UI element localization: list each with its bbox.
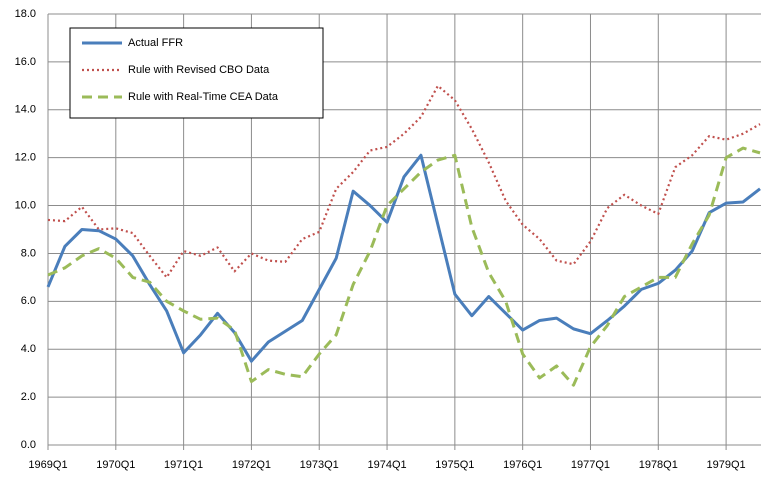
y-tick-label: 14.0: [15, 104, 36, 116]
y-tick-label: 12.0: [15, 152, 36, 164]
y-tick-label: 18.0: [15, 8, 36, 20]
x-tick-label: 1978Q1: [639, 459, 678, 471]
y-tick-label: 6.0: [21, 295, 36, 307]
x-tick-label: 1972Q1: [232, 459, 271, 471]
legend-label: Actual FFR: [128, 37, 183, 49]
legend-label: Rule with Revised CBO Data: [128, 64, 270, 76]
x-tick-label: 1977Q1: [571, 459, 610, 471]
x-tick-label: 1973Q1: [300, 459, 339, 471]
x-tick-label: 1976Q1: [503, 459, 542, 471]
series-line: [46, 153, 761, 363]
x-tick-label: 1974Q1: [367, 459, 406, 471]
series-line: [47, 146, 761, 387]
x-tick-label: 1975Q1: [435, 459, 474, 471]
legend-label: Rule with Real-Time CEA Data: [128, 91, 279, 103]
y-tick-label: 16.0: [15, 56, 36, 68]
x-tick-label: 1979Q1: [707, 459, 746, 471]
x-tick-label: 1970Q1: [96, 459, 135, 471]
y-tick-label: 4.0: [21, 343, 36, 355]
y-tick-label: 8.0: [21, 247, 36, 259]
x-tick-label: 1971Q1: [164, 459, 203, 471]
y-tick-label: 0.0: [21, 439, 36, 451]
x-tick-label: 1969Q1: [28, 459, 67, 471]
series-line: [47, 84, 761, 279]
y-tick-label: 10.0: [15, 199, 36, 211]
legend-box: [69, 27, 324, 119]
y-tick-label: 2.0: [21, 391, 36, 403]
